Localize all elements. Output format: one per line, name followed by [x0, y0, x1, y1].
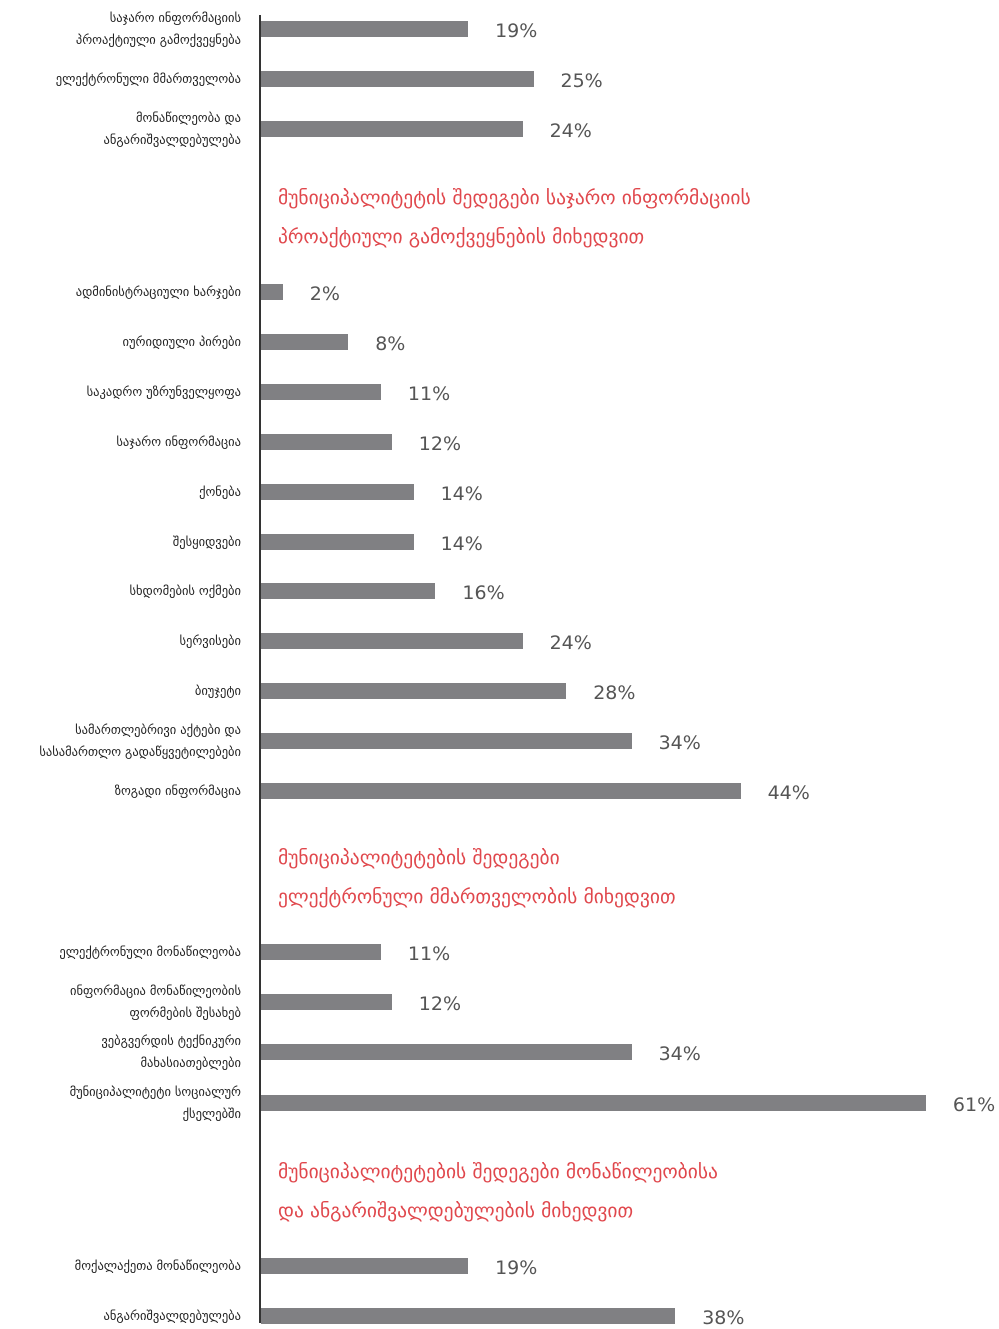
value-label: 11% — [407, 382, 451, 405]
bar — [261, 21, 469, 37]
category-label: ელექტრონული მონაწილეობა — [59, 944, 241, 959]
bar — [261, 70, 534, 87]
category-label: ელექტრონული მმართველობა — [55, 70, 241, 86]
value-label: 34% — [658, 732, 701, 755]
value-label: 19% — [495, 1257, 538, 1279]
value-label: 28% — [593, 682, 636, 705]
bar — [261, 120, 523, 137]
value-label: 24% — [549, 632, 592, 655]
bar — [261, 1043, 632, 1060]
category-label: სხდომების ოქმები — [129, 583, 242, 599]
bar — [261, 483, 414, 500]
bar — [261, 433, 392, 450]
value-label: 14% — [440, 532, 483, 555]
value-label: 11% — [407, 943, 451, 965]
bar — [261, 993, 392, 1010]
section-title: მუნიციპალიტეტების შედეგები ელექტრონული მ… — [278, 846, 676, 908]
bar — [261, 683, 567, 700]
category-label: მუნიციპალიტეტი სოციალურ ქსელებში — [69, 1083, 241, 1121]
category-label: საჯარო ინფორმაციის პროაქტიული გამოქვეყნე… — [75, 10, 241, 47]
category-label: ადმინისტრაციული ხარჯები — [75, 284, 241, 299]
category-label: სამართლებრივი აქტები და სასამართლო გადაწ… — [39, 722, 241, 760]
category-label: ვებგვერდის ტექნიკური მახასიათებლები — [101, 1032, 241, 1070]
axis-line — [259, 15, 261, 1323]
value-label: 8% — [375, 332, 406, 355]
value-label: 12% — [418, 432, 462, 455]
category-label: ანგარიშვალდებულება — [103, 1307, 241, 1323]
section-title: მუნიციპალიტეტების შედეგები მონაწილეობისა… — [278, 1160, 718, 1222]
category-label: საჯარო ინფორმაცია — [116, 433, 241, 449]
value-label: 2% — [309, 283, 340, 305]
section-title: მუნიციპალიტეტის შედეგები საჯარო ინფორმაც… — [278, 186, 751, 248]
value-label: 12% — [418, 992, 462, 1015]
value-label: 16% — [462, 582, 505, 605]
value-label: 44% — [767, 782, 810, 804]
value-label: 61% — [952, 1093, 996, 1116]
bar — [261, 333, 349, 350]
category-label: მოქალაქეთა მონაწილეობა — [74, 1258, 241, 1273]
category-label: ზოგადი ინფორმაცია — [114, 783, 241, 798]
category-label: ქონება — [199, 483, 241, 499]
value-label: 25% — [560, 69, 603, 92]
bar — [261, 583, 436, 600]
value-label: 24% — [549, 119, 592, 142]
bar — [261, 1307, 676, 1324]
bar — [261, 783, 741, 799]
bar — [261, 1258, 469, 1274]
value-label: 34% — [658, 1042, 701, 1065]
bar — [261, 944, 381, 960]
value-label: 19% — [495, 20, 538, 42]
category-label: მონაწილეობა და ანგარიშვალდებულება — [103, 109, 241, 147]
category-label: ბიუჯეტი — [194, 683, 241, 699]
bar — [261, 284, 283, 300]
category-label: საკადრო უზრუნველყოფა — [86, 383, 241, 399]
bar — [261, 733, 632, 750]
bar — [261, 383, 381, 400]
category-label: ინფორმაცია მონაწილეობის ფორმების შესახებ — [69, 982, 241, 1020]
bar — [261, 633, 523, 650]
category-label: შესყიდვები — [172, 533, 241, 549]
value-label: 14% — [440, 482, 483, 505]
bar — [261, 533, 414, 550]
value-label: 38% — [702, 1306, 745, 1329]
category-label: სერვისები — [179, 633, 241, 649]
category-label: იურიდიული პირები — [122, 333, 241, 349]
bar — [261, 1094, 926, 1111]
